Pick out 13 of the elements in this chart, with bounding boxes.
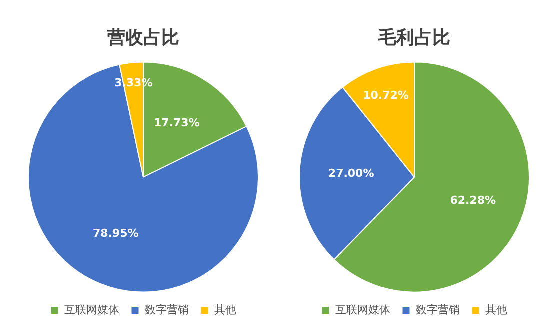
chart-title: 营收占比 bbox=[106, 27, 180, 48]
data-label: 62.28% bbox=[450, 194, 496, 207]
data-label: 17.73% bbox=[154, 116, 200, 130]
chart-title: 毛利占比 bbox=[378, 27, 450, 48]
legend-label: 互联网媒体 bbox=[64, 303, 120, 316]
legend-label: 其他 bbox=[485, 303, 508, 316]
legend-label: 其他 bbox=[214, 303, 236, 316]
data-label: 78.95% bbox=[92, 227, 139, 240]
data-label: 10.72% bbox=[363, 88, 409, 102]
data-label: 27.00% bbox=[328, 167, 374, 180]
legend-label: 数字营销 bbox=[416, 303, 460, 316]
legend-label: 互联网媒体 bbox=[335, 303, 390, 316]
legend-label: 数字营销 bbox=[144, 303, 189, 316]
